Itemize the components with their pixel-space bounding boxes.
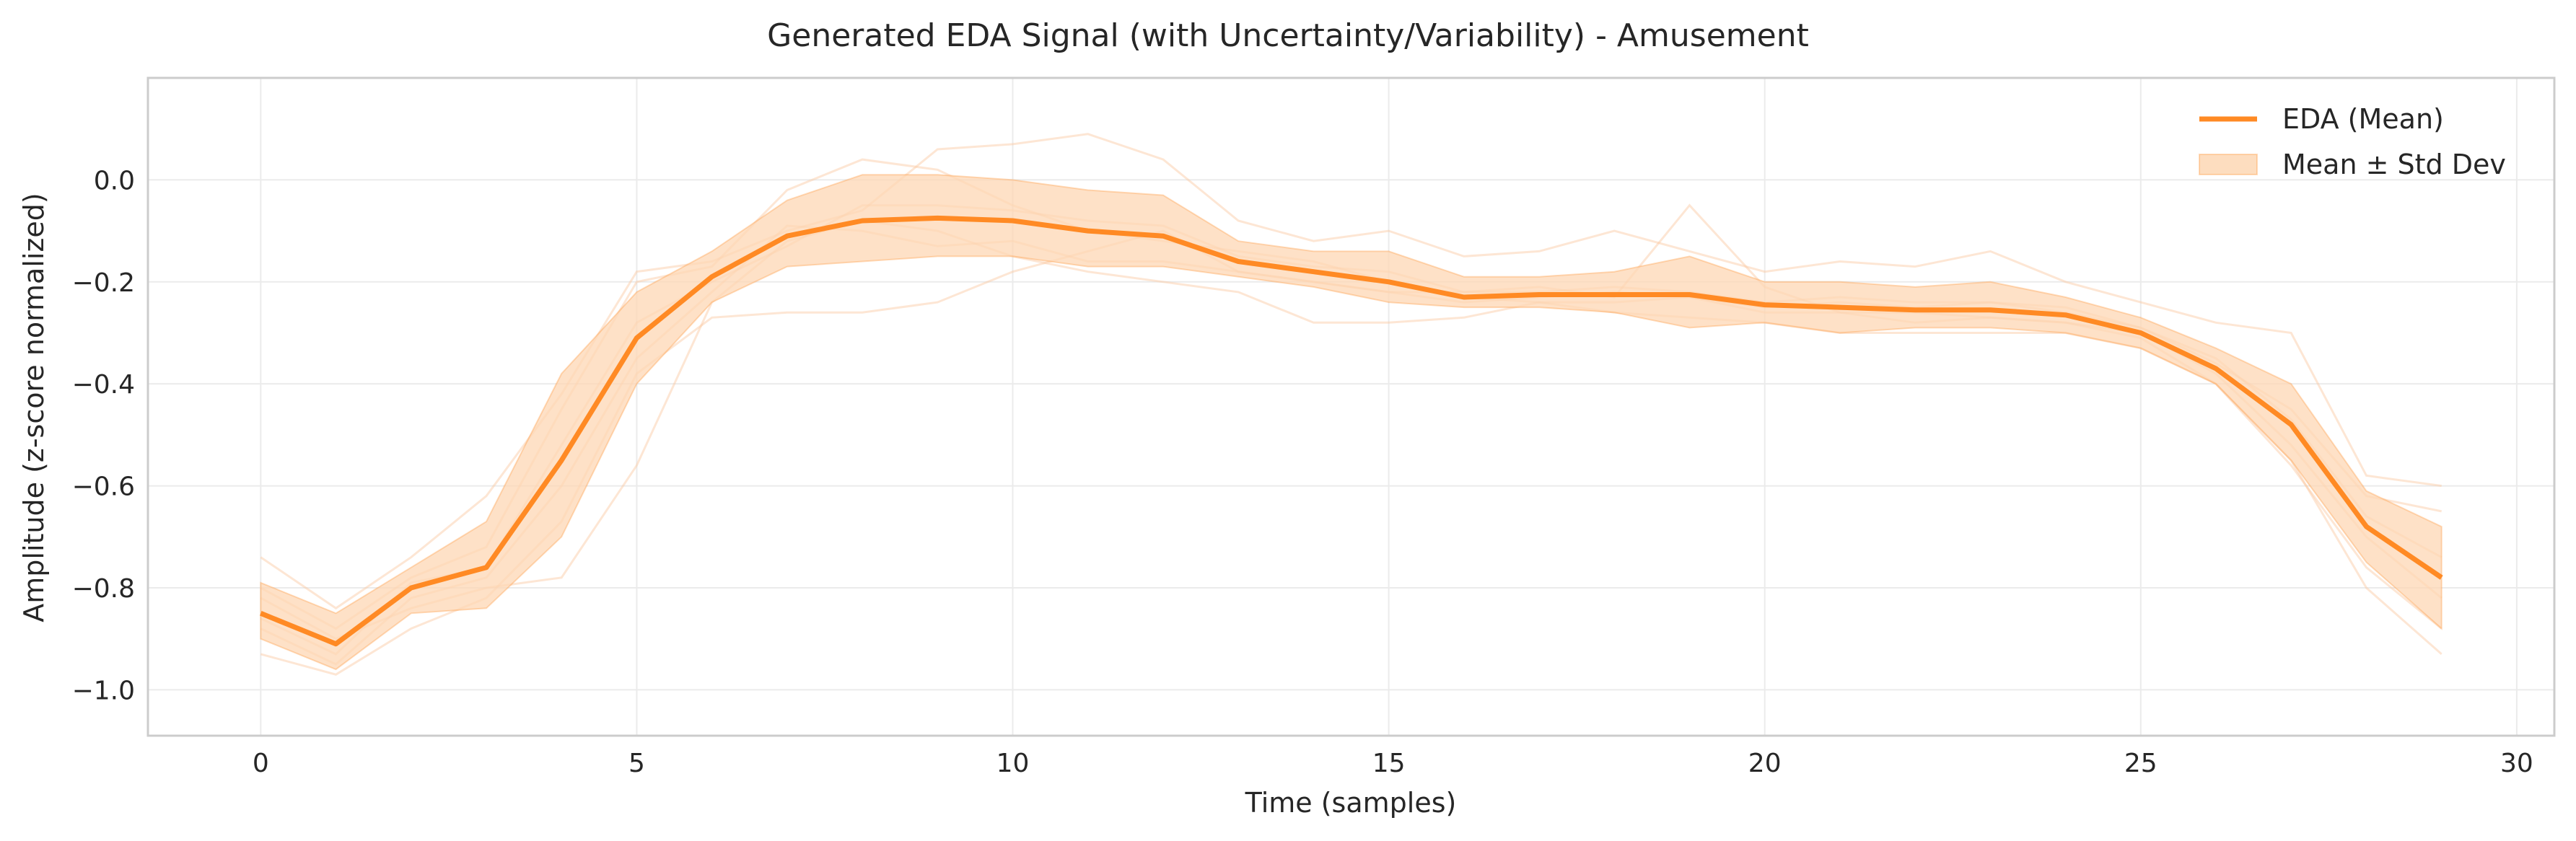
y-tick-label: −1.0 xyxy=(72,676,135,705)
y-tick-label: −0.8 xyxy=(72,574,135,604)
grid xyxy=(148,78,2554,736)
y-tick-label: 0.0 xyxy=(94,166,135,195)
legend-band-label: Mean ± Std Dev xyxy=(2282,149,2506,180)
x-tick-label: 0 xyxy=(253,749,269,778)
legend-band-swatch xyxy=(2199,154,2258,175)
x-tick-label: 5 xyxy=(628,749,645,778)
legend-mean-label: EDA (Mean) xyxy=(2282,103,2444,135)
plot-frame xyxy=(146,76,2556,737)
x-ticks: 0 5 10 15 20 25 30 xyxy=(253,749,2533,778)
y-ticks: −1.0 −0.8 −0.6 −0.4 −0.2 0.0 xyxy=(72,166,135,705)
x-tick-label: 10 xyxy=(996,749,1030,778)
x-tick-label: 20 xyxy=(1748,749,1782,778)
mean-line xyxy=(259,215,2443,647)
x-tick-label: 15 xyxy=(1372,749,1406,778)
x-tick-label: 25 xyxy=(2124,749,2157,778)
chart-title: Generated EDA Signal (with Uncertainty/V… xyxy=(767,17,1809,54)
y-tick-label: −0.2 xyxy=(72,268,135,298)
x-axis-label: Time (samples) xyxy=(1245,787,1457,819)
std-dev-band xyxy=(260,174,2443,671)
x-tick-label: 30 xyxy=(2500,749,2533,778)
y-axis-label: Amplitude (z-score normalized) xyxy=(18,193,50,622)
legend: EDA (Mean) Mean ± Std Dev xyxy=(2199,103,2506,180)
y-tick-label: −0.4 xyxy=(72,370,135,400)
sample-line xyxy=(260,219,2443,640)
y-tick-label: −0.6 xyxy=(72,472,135,502)
sample-line xyxy=(260,133,2442,610)
